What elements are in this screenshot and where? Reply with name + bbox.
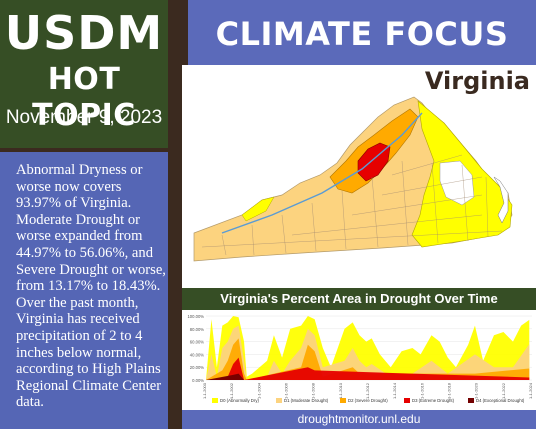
legend-swatch	[276, 398, 282, 403]
map-d0-southwest	[241, 196, 275, 222]
banner-title: CLIMATE FOCUS	[215, 15, 509, 53]
virginia-map	[193, 96, 513, 262]
x-tick-label: 1-1-2024	[528, 382, 533, 399]
map-valley-line	[221, 112, 423, 234]
y-tick-label: 60.00%	[190, 340, 204, 345]
x-tick-label: 1-1-2008	[311, 382, 316, 399]
map-chesapeake	[493, 176, 509, 224]
brand-title: USDM	[4, 6, 164, 60]
footer-url: droughtmonitor.unl.edu	[182, 410, 536, 429]
legend-swatch	[340, 398, 346, 403]
chart-panel: 100.00% 80.00% 60.00% 40.00% 20.00% 0.00% 1-1-…	[182, 310, 536, 410]
legend-swatch	[404, 398, 410, 403]
summary-panel: Abnormal Dryness or worse now covers 93.…	[0, 152, 168, 429]
y-tick-label: 80.00%	[190, 327, 204, 332]
x-tick-label: 1-1-2014	[392, 382, 397, 399]
chart-title: Virginia's Percent Area in Drought Over …	[182, 288, 536, 310]
x-tick-label: 1-1-2010	[338, 382, 343, 399]
legend-swatch	[468, 398, 474, 403]
drought-map: Virginia	[182, 65, 536, 288]
legend-label: D1 (Moderate Drought)	[284, 398, 329, 403]
y-tick-label: 100.00%	[187, 314, 204, 319]
topic-title: HOT TOPIC	[32, 62, 136, 133]
y-tick-label: 40.00%	[190, 352, 204, 357]
issue-date: November 9, 2023	[5, 107, 163, 128]
x-tick-label: 1-1-2006	[284, 382, 289, 399]
legend-label: D0 (Abnormally Dry)	[220, 398, 259, 403]
legend-label: D2 (Severe Drought)	[348, 398, 388, 403]
summary-text: Abnormal Dryness or worse now covers 93.…	[16, 162, 166, 411]
y-tick-label: 0.00%	[192, 378, 204, 383]
banner: CLIMATE FOCUS	[188, 0, 536, 65]
drought-chart: 100.00%80.00%60.00%40.00%20.00%0.00%1-1-…	[187, 314, 533, 403]
x-tick-label: 1-1-2002	[229, 382, 234, 399]
x-tick-label: 1-1-2016	[419, 382, 424, 399]
legend-label: D3 (Extreme Drought)	[412, 398, 455, 403]
x-tick-label: 1-1-2012	[365, 382, 370, 399]
legend-swatch	[212, 398, 218, 403]
series-area-3	[206, 357, 530, 380]
series-area-1	[206, 325, 530, 380]
legend-label: D4 (Exceptional Drought)	[476, 398, 525, 403]
series-area-4	[206, 373, 532, 380]
map-normal-region	[439, 160, 475, 206]
brand-block: USDM HOT TOPIC November 9, 2023	[0, 0, 168, 148]
x-tick-label: 1-1-2022	[501, 382, 506, 399]
x-tick-label: 1-1-2000	[202, 382, 207, 399]
state-name: Virginia	[424, 67, 530, 95]
map-county-lines	[201, 154, 503, 256]
y-tick-label: 20.00%	[190, 365, 204, 370]
series-area-0	[206, 316, 530, 380]
x-tick-label: 1-1-2018	[447, 382, 452, 399]
x-tick-label: 1-1-2020	[474, 382, 479, 399]
x-tick-label: 1-1-2004	[256, 382, 261, 399]
